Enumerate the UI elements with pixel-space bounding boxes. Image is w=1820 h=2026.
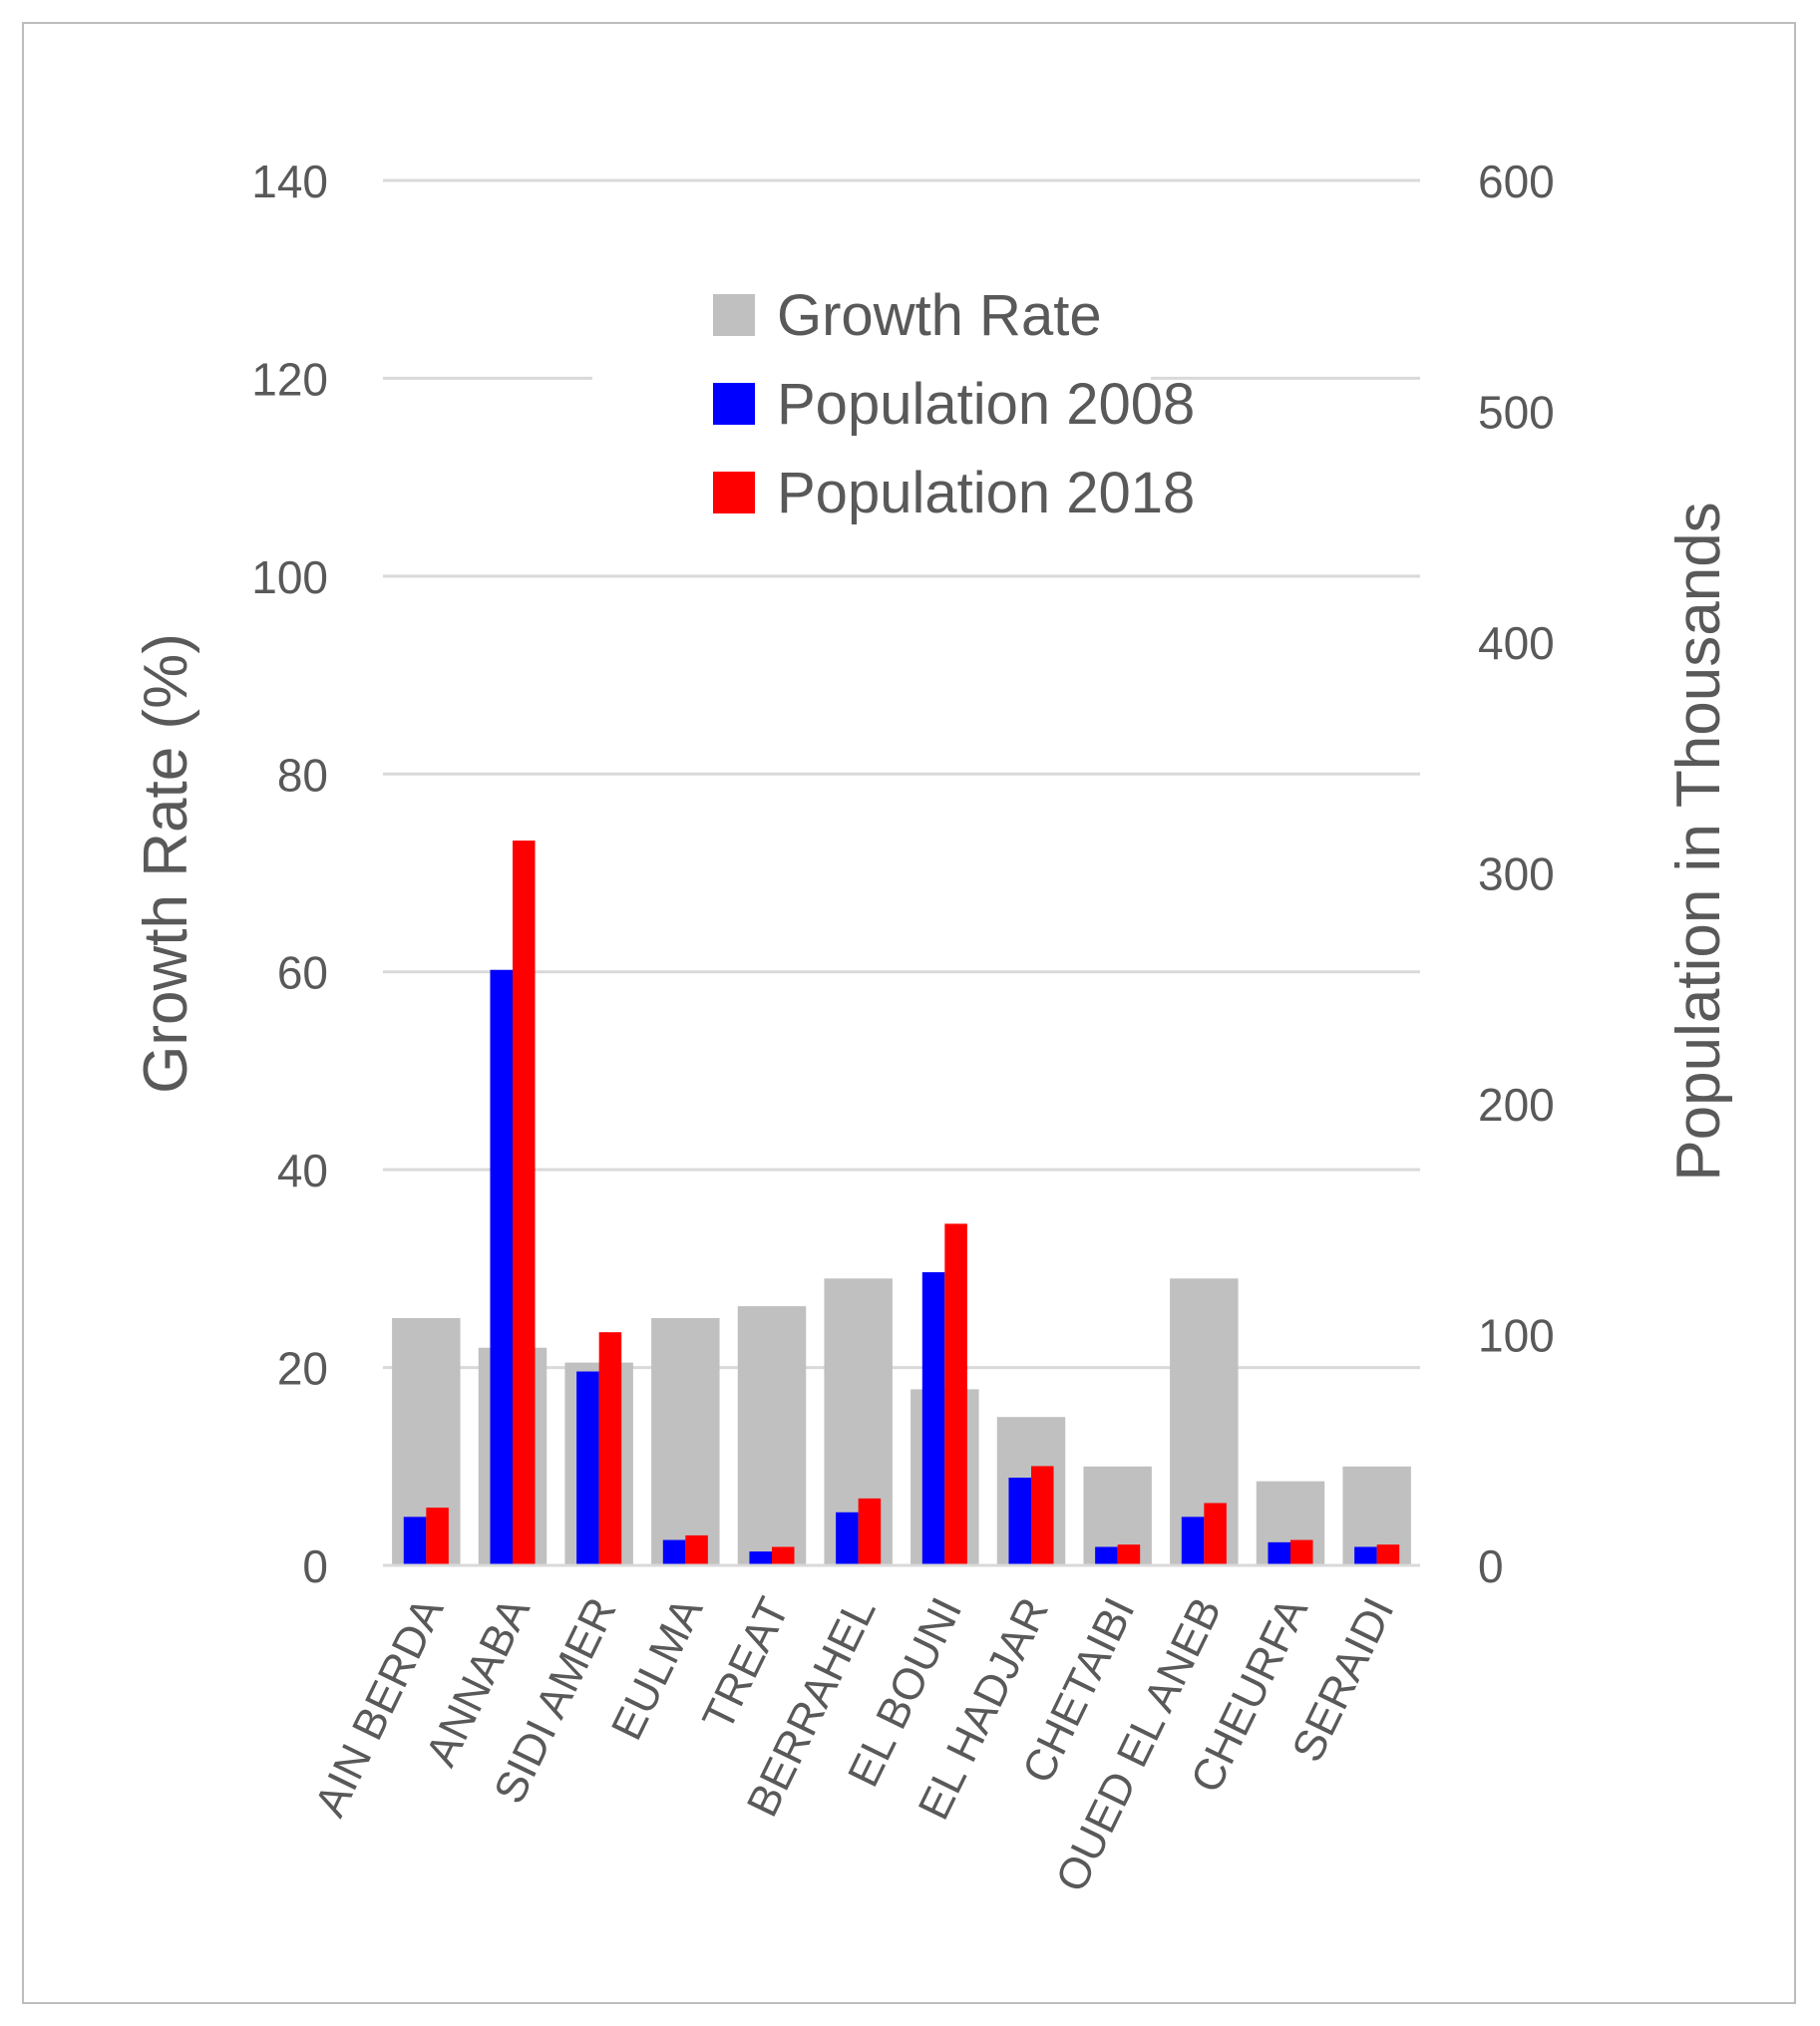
left-tick-label: 60 [277,947,328,999]
left-tick-label: 20 [277,1343,328,1395]
gridlines [383,178,1420,1567]
bar-population-2008 [749,1551,772,1565]
right-tick-label: 500 [1478,387,1555,439]
bar-population-2018 [685,1534,708,1565]
left-axis-title: Growth Rate (%) [132,633,200,1094]
legend-swatch-population-2008 [713,383,755,425]
bars [383,841,1420,1567]
legend: Growth Rate Population 2008 Population 2… [592,229,1195,548]
right-tick-label: 300 [1478,848,1555,900]
left-tick-label: 80 [277,749,328,801]
left-tick-label: 0 [302,1540,328,1592]
legend-swatch-population-2018 [713,472,755,513]
legend-label-growth-rate: Growth Rate [777,283,1102,348]
bar-population-2018 [426,1508,449,1565]
growth-population-chart: 0 20 40 60 80 100 120 140 0 100 200 300 400 500 600 A… [132,156,1733,1899]
right-axis-ticks: 0 100 200 300 400 500 600 [1478,156,1555,1592]
bar-population-2018 [513,841,536,1565]
bar-population-2018 [1290,1539,1313,1565]
left-tick-label: 120 [251,353,328,405]
bar-growth-rate [651,1317,720,1565]
chart-frame: 0 20 40 60 80 100 120 140 0 100 200 300 400 500 600 A… [22,22,1796,2004]
bar-population-2008 [662,1539,686,1565]
bar-population-2008 [1095,1546,1118,1565]
left-tick-label: 100 [251,551,328,603]
bar-population-2018 [944,1223,967,1565]
right-tick-label: 200 [1478,1079,1555,1131]
bar-population-2008 [1181,1517,1205,1565]
left-tick-label: 140 [251,156,328,207]
left-tick-label: 40 [277,1145,328,1196]
bar-population-2018 [598,1332,622,1565]
bar-population-2018 [1204,1503,1227,1565]
bar-population-2018 [1376,1544,1400,1565]
bar-population-2018 [1117,1544,1141,1565]
bar-population-2008 [576,1371,599,1565]
right-tick-label: 0 [1478,1540,1504,1592]
legend-label-population-2008: Population 2008 [777,372,1195,437]
bar-population-2018 [858,1498,882,1565]
bar-population-2008 [836,1512,859,1565]
bar-population-2018 [1031,1466,1054,1565]
bar-population-2018 [772,1546,795,1565]
right-tick-label: 400 [1478,617,1555,669]
right-tick-label: 600 [1478,156,1555,207]
right-tick-label: 100 [1478,1310,1555,1362]
bar-population-2008 [490,969,513,1565]
legend-background [592,229,1151,548]
bar-population-2008 [403,1517,427,1565]
category-label: AIN BERDA [305,1589,453,1824]
bar-population-2008 [921,1271,945,1565]
bar-growth-rate [737,1306,807,1565]
bar-population-2008 [1008,1478,1031,1565]
bar-population-2008 [1268,1541,1290,1565]
legend-label-population-2018: Population 2018 [777,461,1195,525]
bar-population-2008 [1354,1546,1377,1565]
right-axis-title: Population in Thousands [1664,502,1733,1181]
legend-swatch-growth-rate [713,294,755,336]
left-axis-ticks: 0 20 40 60 80 100 120 140 [251,156,328,1592]
